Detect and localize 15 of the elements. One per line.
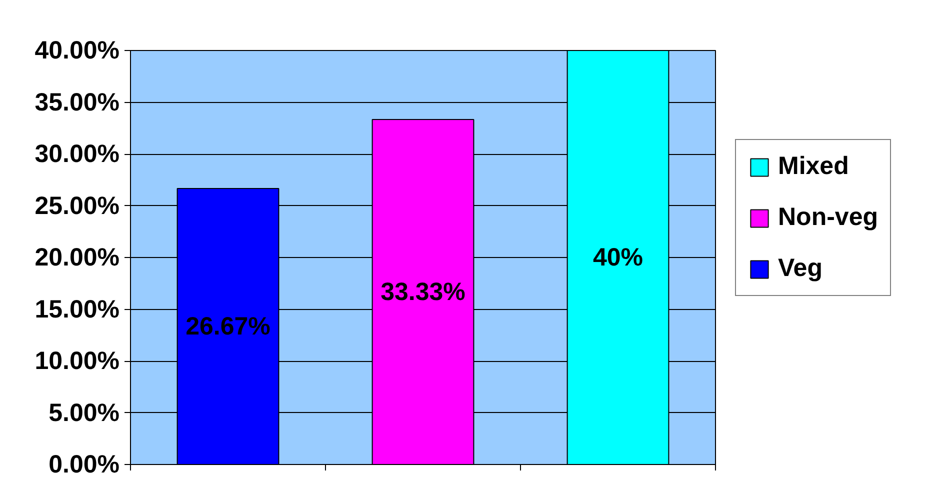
- data-label: 26.67%: [186, 312, 270, 340]
- y-tick-label: 15.00%: [34, 295, 120, 324]
- y-tick-label: 35.00%: [34, 88, 120, 116]
- y-tick-label: 25.00%: [34, 192, 120, 220]
- y-tick-label: 20.00%: [34, 244, 120, 272]
- legend-label: Veg: [778, 254, 822, 283]
- legend-label: Non-veg: [778, 203, 878, 232]
- data-label: 33.33%: [380, 278, 466, 306]
- y-tick-label: 5.00%: [48, 398, 120, 427]
- y-tick-label: 40.00%: [34, 36, 120, 64]
- y-tick-label: 0.00%: [48, 450, 120, 478]
- y-tick-label: 30.00%: [34, 140, 120, 168]
- data-label: 40%: [592, 244, 644, 272]
- legend-label: Mixed: [778, 152, 849, 181]
- y-tick-label: 10.00%: [34, 347, 120, 375]
